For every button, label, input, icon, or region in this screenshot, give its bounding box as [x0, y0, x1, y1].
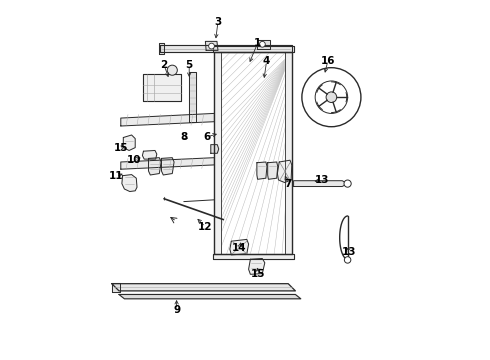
Polygon shape [122, 175, 137, 192]
Polygon shape [230, 239, 248, 255]
Polygon shape [159, 43, 164, 54]
Circle shape [315, 81, 347, 113]
Polygon shape [268, 162, 278, 179]
Polygon shape [112, 283, 120, 292]
Polygon shape [119, 294, 301, 299]
Text: 14: 14 [232, 243, 247, 253]
Polygon shape [215, 52, 221, 254]
Circle shape [344, 180, 351, 187]
Text: 2: 2 [160, 60, 168, 70]
Polygon shape [189, 72, 196, 122]
Polygon shape [205, 41, 218, 50]
Text: 8: 8 [180, 132, 188, 142]
Polygon shape [148, 158, 161, 175]
Circle shape [167, 65, 177, 75]
Polygon shape [257, 40, 270, 49]
Text: 12: 12 [198, 222, 213, 232]
Polygon shape [144, 74, 181, 101]
Polygon shape [294, 181, 347, 186]
Polygon shape [143, 150, 157, 159]
Text: 4: 4 [263, 56, 270, 66]
Polygon shape [248, 258, 265, 274]
Polygon shape [121, 158, 215, 169]
Polygon shape [211, 145, 219, 153]
Polygon shape [277, 160, 292, 183]
Circle shape [326, 92, 337, 103]
Polygon shape [285, 52, 292, 254]
Text: 16: 16 [320, 56, 335, 66]
Text: 15: 15 [250, 269, 265, 279]
Text: 9: 9 [173, 305, 180, 315]
Polygon shape [160, 45, 292, 52]
Polygon shape [121, 113, 215, 126]
Circle shape [344, 257, 351, 263]
Polygon shape [213, 254, 294, 259]
Text: 10: 10 [127, 155, 142, 165]
Text: 15: 15 [114, 143, 128, 153]
Text: 11: 11 [109, 171, 123, 181]
Polygon shape [112, 284, 295, 291]
Polygon shape [123, 135, 135, 150]
Polygon shape [257, 162, 267, 179]
Circle shape [209, 43, 215, 49]
Circle shape [302, 68, 361, 127]
Text: 5: 5 [186, 60, 193, 70]
Text: 1: 1 [254, 38, 261, 48]
Text: 6: 6 [203, 132, 211, 142]
Circle shape [260, 41, 265, 47]
Polygon shape [213, 46, 294, 52]
Text: 13: 13 [315, 175, 330, 185]
Text: 13: 13 [342, 247, 357, 257]
Polygon shape [162, 158, 174, 175]
Text: 3: 3 [215, 17, 221, 27]
Text: 7: 7 [285, 179, 292, 189]
